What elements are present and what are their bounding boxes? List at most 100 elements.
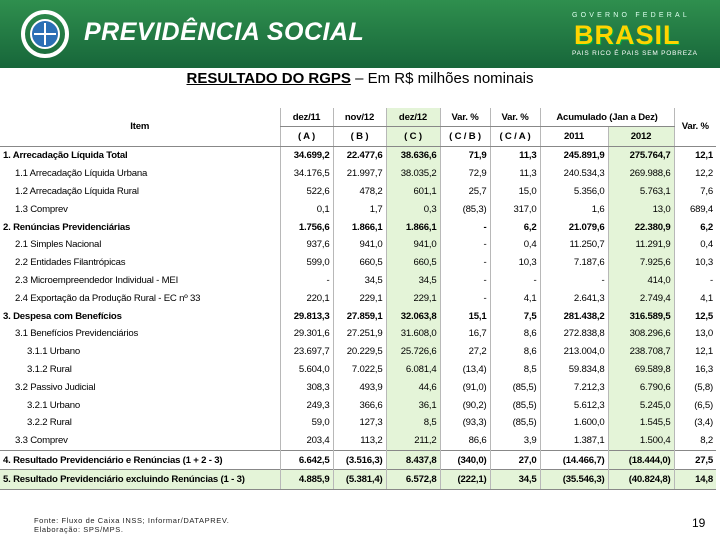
- credit: Elaboração: SPS/MPS.: [34, 525, 124, 534]
- cell: 522,6: [279, 182, 333, 201]
- cell: 8.437,8: [385, 449, 440, 470]
- cell: 21.079,6: [539, 218, 608, 236]
- cell: 478,2: [332, 182, 386, 201]
- slogan: PAIS RICO É PAIS SEM POBREZA: [572, 50, 698, 57]
- government-label: GOVERNO FEDERAL: [572, 12, 691, 19]
- row-label: 1. Arrecadação Líquida Total: [3, 150, 128, 162]
- row-label: 3. Despesa com Benefícios: [3, 310, 122, 322]
- brand: PREVIDÊNCIA SOCIAL: [84, 18, 365, 46]
- cell: 203,4: [279, 431, 333, 451]
- cell: 1.545,5: [607, 414, 675, 432]
- cell: (6,5): [673, 396, 717, 415]
- cell: 8,5: [489, 360, 540, 379]
- header-banner: PREVIDÊNCIA SOCIAL GOVERNO FEDERAL BRASI…: [0, 0, 720, 68]
- cell: (90,2): [439, 396, 490, 415]
- cell: 27,5: [673, 449, 717, 470]
- cell: 127,3: [332, 414, 386, 432]
- title-main: RESULTADO DO RGPS: [186, 70, 351, 87]
- cell: 937,6: [279, 235, 333, 254]
- column-header: Var. %: [489, 108, 540, 128]
- column-subheader: ( C ): [385, 126, 440, 147]
- cell: 238.708,7: [607, 342, 675, 361]
- cell: 493,9: [332, 378, 386, 397]
- cell: 22.477,6: [332, 146, 386, 165]
- cell: 38.636,6: [385, 146, 440, 165]
- row-label: 1.1 Arrecadação Líquida Urbana: [15, 168, 148, 180]
- cell: 1.600,0: [539, 414, 608, 432]
- table-row: 1.2 Arrecadação Líquida Rural 522,6 478,2 6…: [0, 182, 717, 201]
- cell: 213.004,0: [539, 342, 608, 361]
- cell: -: [489, 271, 540, 290]
- cell: 601,1: [385, 182, 440, 201]
- header-row: ( A )( B )( C )( C / B )( C / A ) 2011 201…: [0, 126, 716, 147]
- column-subheader: ( C / A ): [489, 126, 540, 147]
- cell: 71,9: [439, 146, 490, 165]
- cell: 2.641,3: [539, 289, 608, 308]
- cell: 34.176,5: [279, 164, 333, 183]
- cell: 308.296,6: [607, 325, 675, 343]
- cell: 16,3: [673, 360, 717, 379]
- cell: 12,1: [673, 342, 717, 361]
- cell: 281.438,2: [539, 307, 608, 325]
- logo-icon: [21, 10, 69, 58]
- row-label: 2.1 Simples Nacional: [15, 239, 102, 251]
- cell: 1.866,1: [385, 218, 440, 236]
- column-subheader: 2012: [607, 126, 675, 147]
- cell: 6.081,4: [385, 360, 440, 379]
- cell: 29.813,3: [279, 307, 333, 325]
- table-row: 2.1 Simples Nacional 937,6 941,0 941,0-0,4 1…: [0, 235, 717, 254]
- cell: 10,3: [673, 253, 717, 272]
- cell: 34,5: [332, 271, 386, 290]
- cell: (14.466,7): [539, 449, 608, 470]
- country-logo: BRASIL: [574, 20, 681, 50]
- cell: 44,6: [385, 378, 440, 397]
- table-row: 3.3 Comprev 203,4 113,2 211,2 86,6 3,9 1.387,1…: [0, 431, 717, 451]
- cell: (222,1): [439, 469, 490, 490]
- table-row: 4. Resultado Previdenciário e Renúncias …: [0, 449, 717, 470]
- column-header: nov/12: [332, 108, 386, 128]
- row-label: 3.2.2 Rural: [27, 417, 72, 429]
- cell: 220,1: [279, 289, 333, 308]
- cell: (40.824,8): [607, 469, 675, 490]
- cell: -: [439, 271, 490, 290]
- column-header: dez/11: [279, 108, 333, 128]
- cell: 317,0: [489, 200, 540, 219]
- cell: 15,0: [489, 182, 540, 201]
- cell: -: [439, 289, 490, 308]
- cell: 0,3: [385, 200, 440, 219]
- cell: (91,0): [439, 378, 490, 397]
- header-row: Item dez/11 nov/12 dez/12 Var. % Var. % Acumul…: [0, 108, 717, 147]
- cell: 308,3: [279, 378, 333, 397]
- row-label: 1.2 Arrecadação Líquida Rural: [15, 185, 139, 197]
- column-header: Var. %: [439, 108, 490, 128]
- cell: -: [439, 253, 490, 272]
- cell: (340,0): [439, 449, 490, 470]
- cell: 240.534,3: [539, 164, 608, 183]
- cell: 69.589,8: [607, 360, 675, 379]
- cell: (85,5): [489, 396, 540, 415]
- cell: 29.301,6: [279, 325, 333, 343]
- cell: 7.925,6: [607, 253, 675, 272]
- cell: 7.187,6: [539, 253, 608, 272]
- cell: 229,1: [385, 289, 440, 308]
- cell: 12,5: [673, 307, 717, 325]
- cell: 245.891,9: [539, 146, 608, 165]
- cell: 8,5: [385, 414, 440, 432]
- cell: 34.699,2: [279, 146, 333, 165]
- cell: 31.608,0: [385, 325, 440, 343]
- cell: 7,5: [489, 307, 540, 325]
- cell: 7,6: [673, 182, 717, 201]
- column-subheader: ( A ): [279, 126, 333, 147]
- cell: 660,5: [332, 253, 386, 272]
- cell: 941,0: [385, 235, 440, 254]
- table-row: 3.1.1 Urbano 23.697,7 20.229,5 25.726,6 27,2…: [0, 342, 717, 361]
- cell: 0,1: [279, 200, 333, 219]
- cell: 22.380,9: [607, 218, 675, 236]
- cell: 1,7: [332, 200, 386, 219]
- cell: 27.251,9: [332, 325, 386, 343]
- cell: 8,6: [489, 325, 540, 343]
- cell: 211,2: [385, 431, 440, 451]
- table-row: 2.2 Entidades Filantrópicas 599,0 660,5 660…: [0, 253, 717, 272]
- table-row: 1.1 Arrecadação Líquida Urbana 34.176,5 21…: [0, 164, 717, 183]
- cell: (85,5): [489, 378, 540, 397]
